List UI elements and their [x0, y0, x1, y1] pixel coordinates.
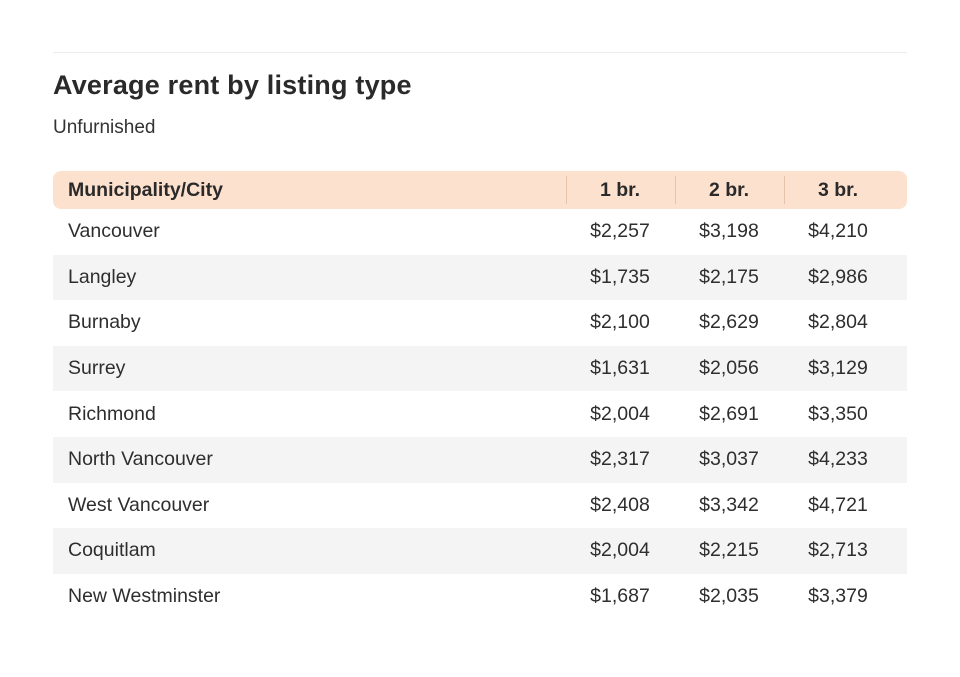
- cell-rent-1br: $1,735: [590, 265, 650, 288]
- cell-rent-2br: $2,056: [699, 357, 759, 380]
- cell-rent-1br: $1,631: [590, 357, 650, 380]
- rent-table: Municipality/City 1 br. 2 br. 3 br. Vanc…: [53, 171, 907, 619]
- cell-rent-3br: $3,129: [808, 357, 868, 380]
- cell-rent-2br: $2,175: [699, 265, 759, 288]
- cell-rent-2br: $2,035: [699, 585, 759, 608]
- cell-rent-1br: $2,408: [590, 493, 650, 516]
- cell-rent-1br: $2,317: [590, 448, 650, 471]
- cell-rent-2br: $3,342: [699, 493, 759, 516]
- cell-municipality: Langley: [68, 265, 137, 288]
- cell-municipality: Richmond: [68, 402, 156, 425]
- table-row: North Vancouver $2,317 $3,037 $4,233: [53, 436, 907, 483]
- cell-municipality: North Vancouver: [68, 448, 213, 471]
- cell-municipality: Burnaby: [68, 311, 141, 334]
- cell-rent-1br: $2,004: [590, 402, 650, 425]
- cell-rent-3br: $4,233: [808, 448, 868, 471]
- top-divider: [53, 52, 907, 53]
- cell-rent-1br: $1,687: [590, 585, 650, 608]
- cell-municipality: Coquitlam: [68, 539, 156, 562]
- cell-rent-3br: $2,986: [808, 265, 868, 288]
- header-1br: 1 br.: [599, 178, 641, 201]
- header-2br: 2 br.: [708, 178, 750, 201]
- cell-rent-2br: $3,037: [699, 448, 759, 471]
- header-municipality: Municipality/City: [68, 178, 223, 201]
- cell-rent-2br: $3,198: [699, 220, 759, 243]
- table-row: New Westminster $1,687 $2,035 $3,379: [53, 574, 907, 620]
- cell-rent-3br: $4,721: [808, 493, 868, 516]
- cell-rent-3br: $3,350: [808, 402, 868, 425]
- table-row: Richmond $2,004 $2,691 $3,350: [53, 391, 907, 437]
- table-row: West Vancouver $2,408 $3,342 $4,721: [53, 483, 907, 529]
- chart-subtitle: Unfurnished: [53, 117, 156, 138]
- table-row: Surrey $1,631 $2,056 $3,129: [53, 345, 907, 392]
- cell-rent-1br: $2,100: [590, 311, 650, 334]
- table-row: Langley $1,735 $2,175 $2,986: [53, 254, 907, 301]
- header-3br: 3 br.: [817, 178, 859, 201]
- cell-rent-3br: $2,804: [808, 311, 868, 334]
- table-row: Burnaby $2,100 $2,629 $2,804: [53, 300, 907, 346]
- header-separator: [675, 176, 676, 204]
- cell-rent-1br: $2,004: [590, 539, 650, 562]
- cell-rent-2br: $2,691: [699, 402, 759, 425]
- header-separator: [784, 176, 785, 204]
- cell-rent-3br: $2,713: [808, 539, 868, 562]
- header-separator: [566, 176, 567, 204]
- cell-rent-3br: $4,210: [808, 220, 868, 243]
- cell-municipality: Vancouver: [68, 220, 160, 243]
- cell-municipality: Surrey: [68, 357, 126, 380]
- table-header-row: Municipality/City 1 br. 2 br. 3 br.: [53, 171, 907, 209]
- table-row: Coquitlam $2,004 $2,215 $2,713: [53, 528, 907, 574]
- cell-rent-1br: $2,257: [590, 220, 650, 243]
- cell-municipality: New Westminster: [68, 585, 221, 608]
- cell-municipality: West Vancouver: [68, 493, 210, 516]
- table-row: Vancouver $2,257 $3,198 $4,210: [53, 209, 907, 255]
- cell-rent-3br: $3,379: [808, 585, 868, 608]
- chart-title: Average rent by listing type: [53, 70, 412, 100]
- cell-rent-2br: $2,215: [699, 539, 759, 562]
- cell-rent-2br: $2,629: [699, 311, 759, 334]
